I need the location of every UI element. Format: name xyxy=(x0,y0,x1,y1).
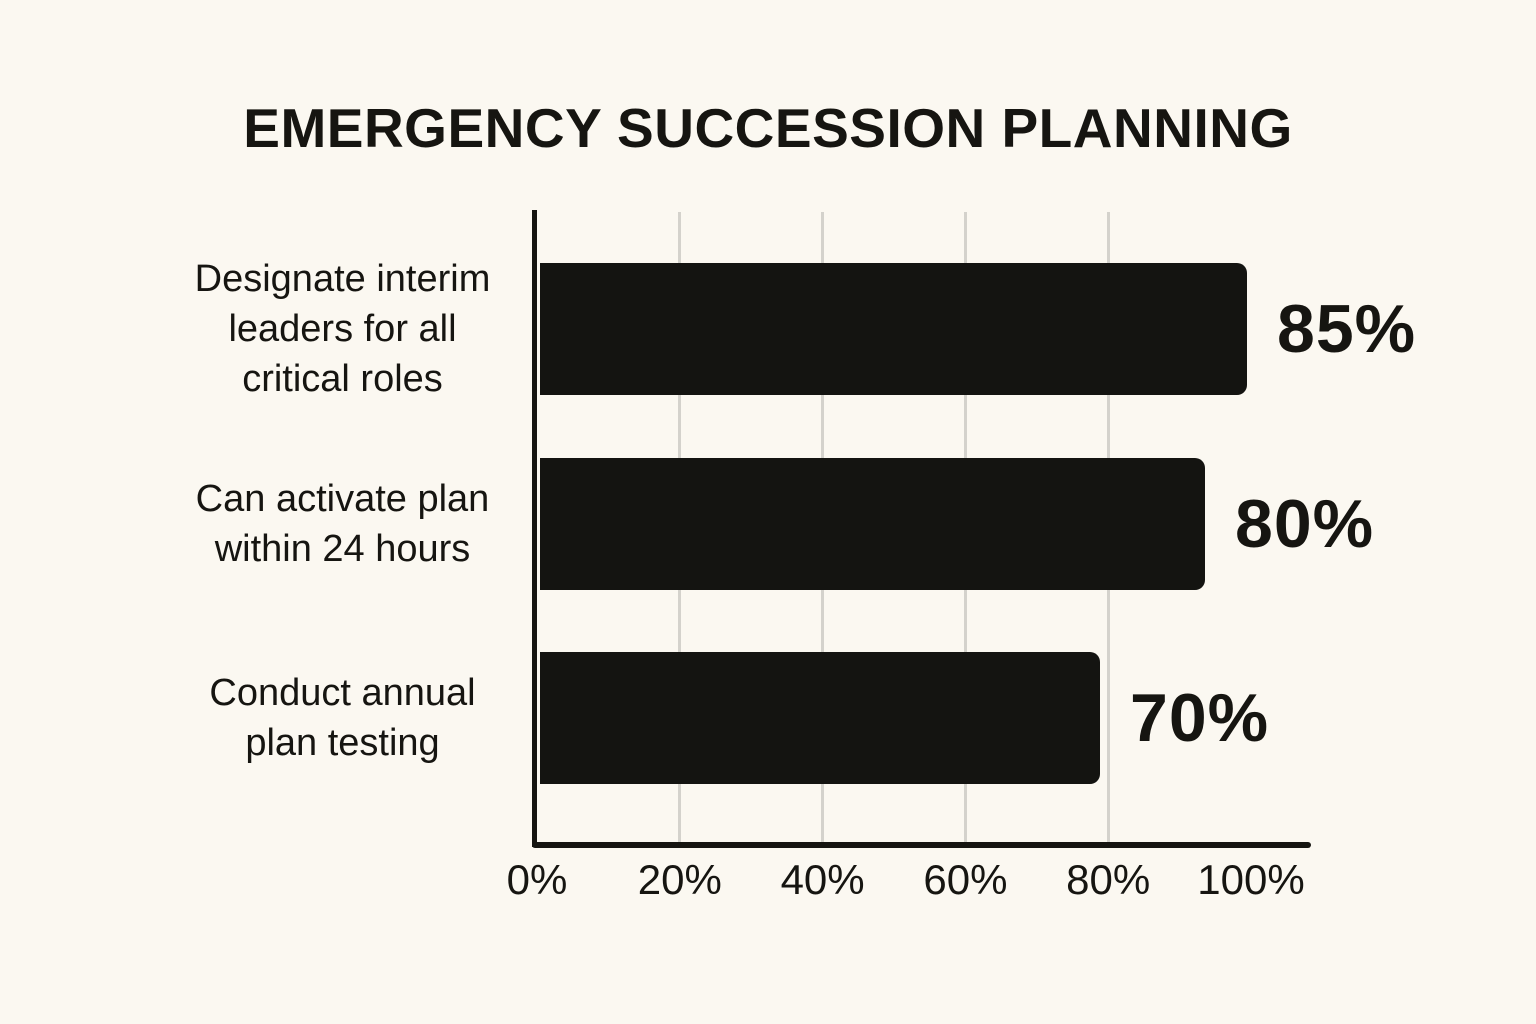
x-tick-label: 20% xyxy=(637,856,722,903)
x-tick-label: 0% xyxy=(506,856,568,903)
bar xyxy=(540,652,1100,784)
x-tick-label: 40% xyxy=(780,856,865,903)
category-label: Designate interim leaders for all critic… xyxy=(194,258,491,400)
chart-title: EMERGENCY SUCCESSION PLANNING xyxy=(243,97,1293,159)
bar xyxy=(540,263,1247,395)
category-label: Conduct annual plan testing xyxy=(209,672,476,764)
category-label: Can activate plan within 24 hours xyxy=(195,478,490,570)
bar xyxy=(540,458,1205,590)
value-label: 80% xyxy=(1235,486,1375,562)
x-tick-label: 80% xyxy=(1066,856,1151,903)
value-label: 85% xyxy=(1277,291,1417,367)
y-axis-line xyxy=(532,210,537,847)
value-label: 70% xyxy=(1130,680,1270,756)
x-tick-label: 60% xyxy=(923,856,1008,903)
x-tick-label: 100% xyxy=(1197,856,1305,903)
x-axis-line xyxy=(532,842,1311,848)
